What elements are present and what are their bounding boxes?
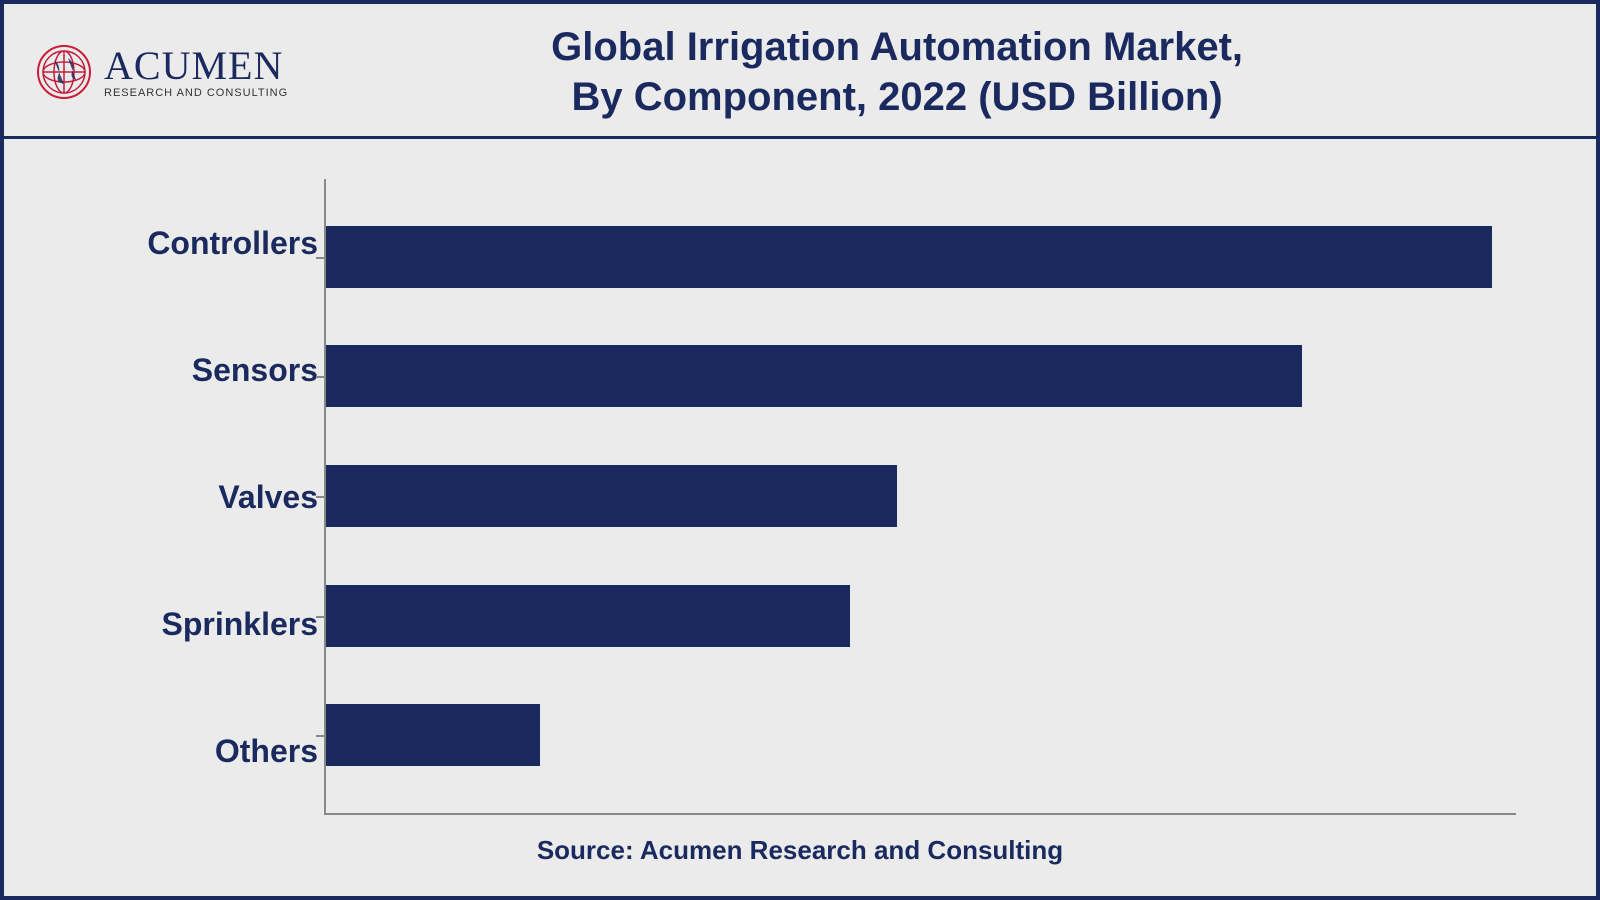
axis-tick (316, 616, 326, 618)
y-label: Sprinklers (84, 594, 318, 654)
logo-text: ACUMEN RESEARCH AND CONSULTING (104, 46, 288, 99)
globe-icon (34, 42, 94, 102)
chart-area: Controllers Sensors Valves Sprinklers Ot… (4, 139, 1596, 896)
axis-tick (316, 376, 326, 378)
header: ACUMEN RESEARCH AND CONSULTING Global Ir… (4, 4, 1596, 139)
bar-valves (326, 465, 897, 527)
y-label: Valves (84, 467, 318, 527)
bar-row (326, 225, 1516, 289)
y-label: Sensors (84, 340, 318, 400)
bar-row (326, 464, 1516, 528)
axis-tick (316, 496, 326, 498)
title-line1: Global Irrigation Automation Market, (348, 22, 1446, 72)
y-label: Others (84, 721, 318, 781)
bar-row (326, 344, 1516, 408)
source-text: Source: Acumen Research and Consulting (84, 815, 1516, 876)
axis-tick (316, 735, 326, 737)
logo: ACUMEN RESEARCH AND CONSULTING (34, 42, 288, 102)
bar-sprinklers (326, 585, 850, 647)
plot-area (324, 179, 1516, 815)
y-axis-labels: Controllers Sensors Valves Sprinklers Ot… (84, 179, 324, 815)
chart-body: Controllers Sensors Valves Sprinklers Ot… (84, 179, 1516, 815)
logo-sub: RESEARCH AND CONSULTING (104, 88, 288, 99)
bar-row (326, 584, 1516, 648)
bar-sensors (326, 345, 1302, 407)
logo-main: ACUMEN (104, 46, 288, 86)
title-line2: By Component, 2022 (USD Billion) (348, 72, 1446, 122)
chart-container: ACUMEN RESEARCH AND CONSULTING Global Ir… (0, 0, 1600, 900)
bar-row (326, 703, 1516, 767)
bar-controllers (326, 226, 1492, 288)
axis-tick (316, 257, 326, 259)
y-label: Controllers (84, 213, 318, 273)
bar-others (326, 704, 540, 766)
chart-title: Global Irrigation Automation Market, By … (348, 22, 1566, 122)
